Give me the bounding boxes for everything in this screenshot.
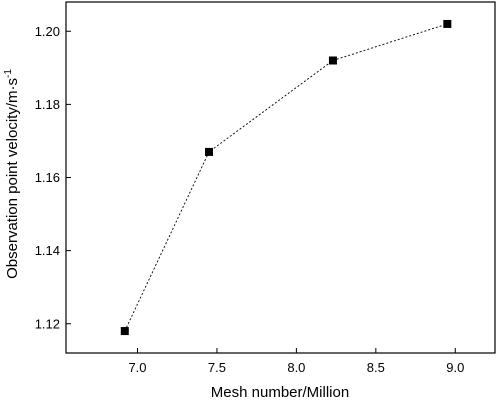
x-tick-label: 8.0 <box>287 360 305 375</box>
x-tick-label: 9.0 <box>446 360 464 375</box>
y-tick-label: 1.16 <box>35 170 60 185</box>
x-tick-label: 8.5 <box>367 360 385 375</box>
y-tick-label: 1.12 <box>35 316 60 331</box>
data-point <box>328 56 337 65</box>
plot-frame <box>65 1 496 354</box>
y-axis-title-main: Observation point velocity/m·s <box>4 78 21 279</box>
data-point <box>443 19 452 28</box>
x-tick-label: 7.5 <box>208 360 226 375</box>
series-layer <box>120 19 452 336</box>
data-point <box>205 147 213 156</box>
y-axis-title: Observation point velocity/m·s-1 <box>3 69 21 279</box>
x-tick-label: 7.0 <box>128 360 146 375</box>
x-axis-title: Mesh number/Million <box>211 384 349 401</box>
x-axis-ticks: 7.0 7.5 8.0 8.5 9.0 <box>128 348 464 375</box>
y-tick-label: 1.18 <box>35 97 60 112</box>
y-tick-label: 1.14 <box>35 243 60 258</box>
data-point <box>120 327 129 336</box>
series-line <box>124 23 448 332</box>
y-axis-title-superscript: -1 <box>3 69 14 78</box>
y-tick-label: 1.20 <box>35 24 60 39</box>
y-axis-ticks: 1.12 1.14 1.16 1.18 1.20 <box>35 24 71 331</box>
